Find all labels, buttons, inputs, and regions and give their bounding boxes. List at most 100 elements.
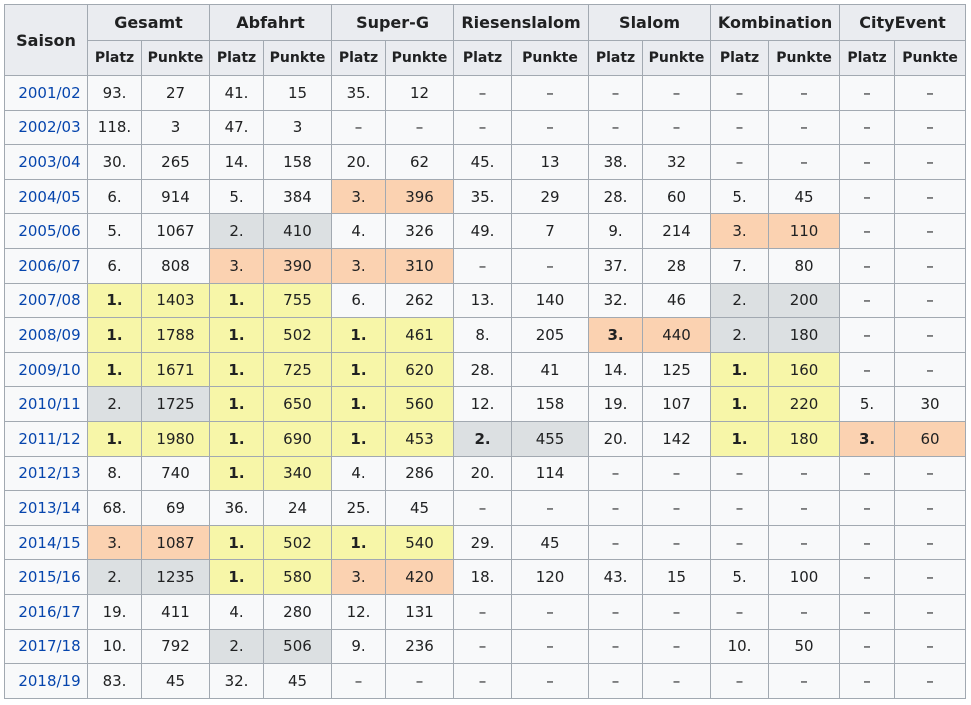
punkte-cell: 502 <box>263 317 332 353</box>
platz-cell: – <box>710 524 770 561</box>
header-row-groups: Saison Gesamt Abfahrt Super-G Riesenslal… <box>4 4 967 76</box>
platz-cell: – <box>453 247 513 284</box>
header-punkte[interactable]: Punkte <box>511 40 590 76</box>
punkte-cell: – <box>642 455 712 492</box>
punkte-cell: – <box>768 109 841 146</box>
platz-cell: – <box>839 247 896 284</box>
platz-cell: 35. <box>453 178 513 215</box>
punkte-cell: 755 <box>263 282 332 319</box>
season-link[interactable]: 2016/17 <box>4 593 88 630</box>
header-punkte[interactable]: Punkte <box>384 40 455 76</box>
header-platz[interactable]: Platz <box>331 40 386 76</box>
punkte-cell: 60 <box>642 178 712 215</box>
header-riesenslalom[interactable]: Riesenslalom <box>453 4 590 41</box>
table-row: 2007/08 1. 1403 1. 755 6. 262 13. 140 32. 46 2. 200–… <box>4 282 967 319</box>
header-platz[interactable]: Platz <box>588 40 644 76</box>
season-link[interactable]: 2008/09 <box>4 317 88 353</box>
season-link[interactable]: 2003/04 <box>4 144 88 180</box>
platz-cell: – <box>839 144 896 180</box>
punkte-cell: – <box>384 109 455 146</box>
header-saison[interactable]: Saison <box>4 4 88 76</box>
punkte-cell: 540 <box>384 524 455 561</box>
platz-cell: 3. <box>839 420 896 457</box>
punkte-cell: 286 <box>384 455 455 492</box>
season-link[interactable]: 2014/15 <box>4 524 88 561</box>
platz-cell: – <box>710 593 770 630</box>
punkte-cell: – <box>894 593 967 630</box>
season-link[interactable]: 2009/10 <box>4 351 88 388</box>
season-link[interactable]: 2005/06 <box>4 213 88 249</box>
header-platz[interactable]: Platz <box>710 40 770 76</box>
platz-cell: – <box>839 524 896 561</box>
punkte-cell: – <box>894 663 967 699</box>
header-slalom[interactable]: Slalom <box>588 4 712 41</box>
punkte-cell: 15 <box>263 75 332 111</box>
season-link[interactable]: 2001/02 <box>4 75 88 111</box>
punkte-cell: 180 <box>768 420 841 457</box>
header-punkte[interactable]: Punkte <box>894 40 967 76</box>
punkte-cell: 30 <box>894 386 967 422</box>
header-punkte[interactable]: Punkte <box>642 40 712 76</box>
header-punkte[interactable]: Punkte <box>768 40 841 76</box>
header-platz[interactable]: Platz <box>453 40 513 76</box>
punkte-cell: 120 <box>511 559 590 595</box>
platz-cell: – <box>839 317 896 353</box>
season-link[interactable]: 2013/14 <box>4 490 88 526</box>
season-link[interactable]: 2018/19 <box>4 663 88 699</box>
season-link[interactable]: 2004/05 <box>4 178 88 215</box>
header-platz[interactable]: Platz <box>209 40 264 76</box>
header-super-g[interactable]: Super-G <box>330 4 455 41</box>
platz-cell: 10. <box>87 628 142 665</box>
punkte-cell: 45 <box>263 663 332 699</box>
season-link[interactable]: 2007/08 <box>4 282 88 319</box>
punkte-cell: 80 <box>768 247 841 284</box>
punkte-cell: – <box>894 109 967 146</box>
season-link[interactable]: 2011/12 <box>4 420 88 457</box>
header-platz[interactable]: Platz <box>87 40 142 76</box>
punkte-cell: – <box>894 455 967 492</box>
platz-cell: 19. <box>87 593 142 630</box>
punkte-cell: 1403 <box>141 282 210 319</box>
platz-cell: 2. <box>87 559 142 595</box>
punkte-cell: – <box>642 628 712 665</box>
header-punkte[interactable]: Punkte <box>141 40 210 76</box>
header-platz[interactable]: Platz <box>839 40 896 76</box>
punkte-cell: – <box>894 282 967 319</box>
season-link[interactable]: 2012/13 <box>4 455 88 492</box>
punkte-cell: 650 <box>263 386 332 422</box>
table-row: 2006/07 6. 808 3. 390 3. 310– –37. 28 7. 80– – <box>4 247 967 284</box>
platz-cell: 29. <box>453 524 513 561</box>
header-gesamt[interactable]: Gesamt <box>87 4 210 41</box>
platz-cell: 118. <box>87 109 142 146</box>
platz-cell: 43. <box>588 559 644 595</box>
platz-cell: 1. <box>331 524 386 561</box>
platz-cell: 20. <box>588 420 644 457</box>
punkte-cell: 140 <box>511 282 590 319</box>
platz-cell: – <box>839 351 896 388</box>
header-punkte[interactable]: Punkte <box>263 40 332 76</box>
season-link[interactable]: 2017/18 <box>4 628 88 665</box>
season-link[interactable]: 2002/03 <box>4 109 88 146</box>
season-link[interactable]: 2015/16 <box>4 559 88 595</box>
season-link[interactable]: 2010/11 <box>4 386 88 422</box>
punkte-cell: – <box>894 628 967 665</box>
punkte-cell: 107 <box>642 386 712 422</box>
punkte-cell: 690 <box>263 420 332 457</box>
platz-cell: 3. <box>331 247 386 284</box>
platz-cell: – <box>453 490 513 526</box>
platz-cell: 1. <box>87 420 142 457</box>
season-link[interactable]: 2006/07 <box>4 247 88 284</box>
platz-cell: 28. <box>453 351 513 388</box>
platz-cell: – <box>710 663 770 699</box>
header-abfahrt[interactable]: Abfahrt <box>209 4 332 41</box>
punkte-cell: 453 <box>384 420 455 457</box>
platz-cell: 5. <box>710 178 770 215</box>
platz-cell: 12. <box>453 386 513 422</box>
platz-cell: 1. <box>87 282 142 319</box>
punkte-cell: – <box>511 593 590 630</box>
header-cityevent[interactable]: CityEvent <box>839 4 967 41</box>
punkte-cell: – <box>894 524 967 561</box>
platz-cell: 2. <box>710 317 770 353</box>
header-kombination[interactable]: Kombination <box>710 4 841 41</box>
punkte-cell: – <box>642 75 712 111</box>
